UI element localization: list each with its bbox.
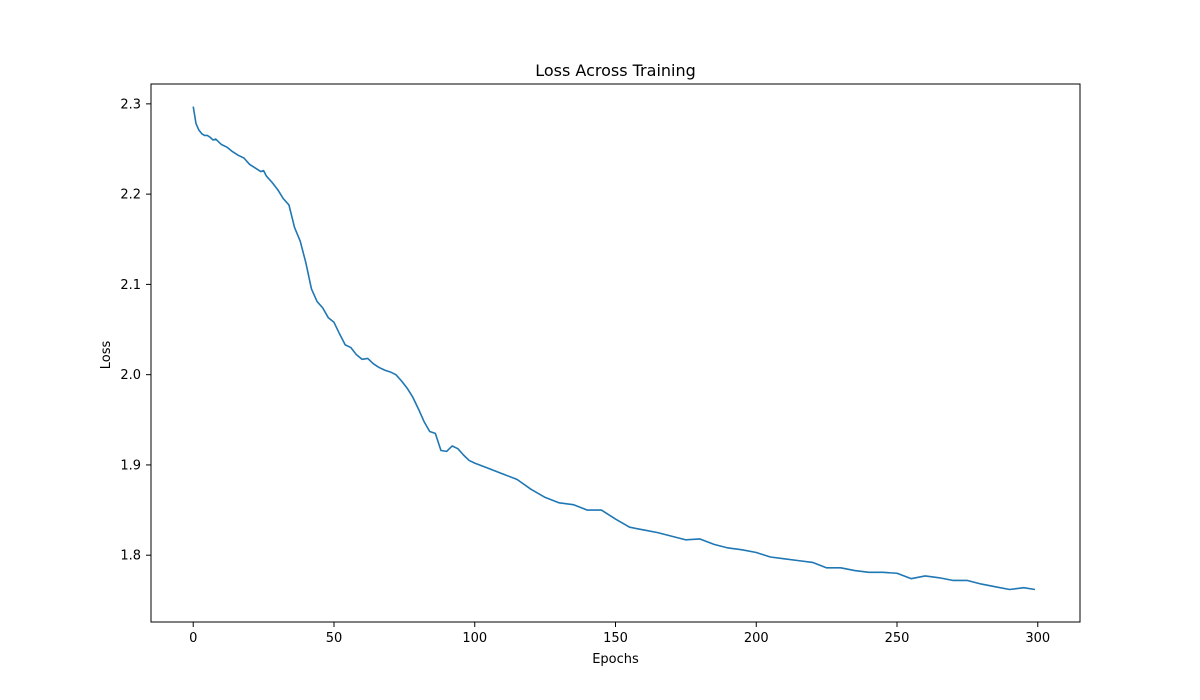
y-tick-label: 2.1 bbox=[120, 278, 141, 293]
x-tick-label: 0 bbox=[189, 631, 197, 646]
x-tick-label: 50 bbox=[326, 631, 343, 646]
y-axis-label: Loss bbox=[99, 341, 114, 370]
y-tick-label: 2.0 bbox=[120, 368, 141, 383]
plot-frame bbox=[150, 83, 1081, 623]
y-tick-label: 2.3 bbox=[120, 97, 141, 112]
y-tick-label: 1.9 bbox=[120, 458, 141, 473]
x-axis-label: Epochs bbox=[592, 652, 639, 667]
x-tick-label: 250 bbox=[885, 631, 910, 646]
x-tick-label: 100 bbox=[462, 631, 487, 646]
x-tick-label: 150 bbox=[603, 631, 628, 646]
y-tick-label: 2.2 bbox=[120, 188, 141, 203]
x-tick-label: 200 bbox=[744, 631, 769, 646]
x-tick-label: 300 bbox=[1025, 631, 1050, 646]
plot-area: 0 50 100 150 200 250 300 1.8 1.9 2.0 2.1 2.2 2.3 bbox=[120, 83, 1081, 646]
y-tick-label: 1.8 bbox=[120, 549, 141, 564]
loss-series-line bbox=[192, 106, 1036, 591]
chart-title: Loss Across Training bbox=[535, 61, 696, 80]
